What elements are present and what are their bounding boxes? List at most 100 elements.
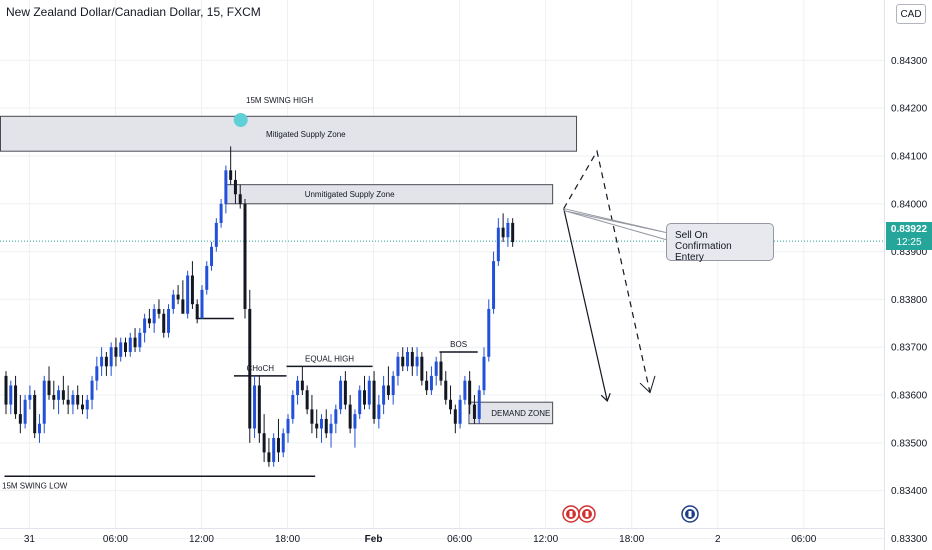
candle-body: [200, 289, 204, 319]
candle-body: [324, 418, 328, 434]
candle: [71, 390, 75, 415]
candle-body: [210, 246, 214, 266]
y-tick-label: 0.84200: [891, 104, 928, 115]
candle: [4, 371, 8, 415]
candle: [18, 395, 22, 434]
candle-body: [291, 395, 295, 419]
candle-body: [348, 404, 352, 429]
candle-body: [501, 227, 505, 238]
candle-body: [9, 385, 13, 405]
candle: [47, 366, 51, 400]
candle: [463, 375, 467, 405]
candle-body: [243, 203, 247, 309]
candle-body: [52, 395, 56, 400]
candle-body: [190, 275, 194, 305]
y-tick-label: 0.83600: [891, 391, 928, 402]
candle-body: [296, 380, 300, 396]
price-axis[interactable]: 0.84300 0.84200 0.84100 0.84000 0.83900 0.838…: [884, 0, 928, 550]
candle: [358, 385, 362, 419]
current-price-tag: 0.83922 12:25: [886, 222, 932, 250]
candle-body: [119, 342, 123, 357]
y-tick-label: 0.83700: [891, 343, 928, 354]
direct-sell-arrow: [563, 208, 607, 400]
zones-layer: Mitigated Supply Zone Unmitigated Supply …: [0, 115, 578, 425]
candle-body: [224, 170, 228, 204]
candle: [57, 385, 61, 415]
candle-body: [167, 308, 171, 333]
candle: [315, 409, 319, 439]
candles-layer: [4, 146, 515, 467]
candle-body: [14, 385, 18, 415]
candle-body: [133, 337, 137, 348]
candle-body: [18, 414, 22, 424]
candle: [257, 375, 261, 443]
currency-badge[interactable]: CAD: [896, 4, 926, 24]
candle: [468, 371, 472, 415]
candle: [157, 299, 161, 319]
y-tick-label: 0.84300: [891, 56, 928, 67]
candle-body: [506, 222, 510, 238]
candle: [296, 375, 300, 405]
candle: [104, 351, 108, 376]
candle: [329, 414, 333, 448]
candle: [396, 351, 400, 386]
candle: [248, 289, 252, 443]
candle-body: [138, 332, 142, 348]
candle: [334, 404, 338, 434]
candle: [171, 289, 175, 314]
candle: [439, 351, 443, 386]
candle: [138, 328, 142, 352]
candle-body: [61, 390, 65, 400]
y-tick-label: 0.83900: [891, 247, 928, 258]
candle-body: [487, 308, 491, 357]
candle-body: [439, 361, 443, 381]
economic-events[interactable]: [562, 505, 699, 523]
projection-arrows: [563, 149, 667, 400]
candle: [229, 146, 233, 185]
candle: [324, 409, 328, 439]
time-axis[interactable]: 31 06:00 12:00 18:00 Feb 06:00 12:00 18:00 2 06:0…: [0, 528, 884, 546]
candle: [85, 395, 89, 419]
candle: [238, 184, 242, 209]
x-tick-label: 18:00: [619, 534, 644, 545]
candle: [291, 390, 295, 424]
candle-body: [42, 380, 46, 424]
candle: [100, 347, 104, 376]
candle: [319, 414, 323, 443]
candle-countdown: 12:25: [896, 237, 922, 248]
candle-body: [472, 404, 476, 419]
structure-label: BOS: [450, 340, 467, 349]
candle-body: [47, 380, 51, 396]
candle-body: [143, 318, 147, 333]
candle-body: [429, 375, 433, 391]
y-tick-label: 0.84100: [891, 151, 928, 162]
candle: [367, 375, 371, 410]
candle: [167, 304, 171, 338]
candle: [458, 395, 462, 429]
candle: [190, 261, 194, 309]
candle: [501, 213, 505, 243]
candle: [214, 218, 218, 252]
candle: [472, 395, 476, 424]
candle: [348, 395, 352, 434]
candle-body: [358, 390, 362, 415]
candle-body: [253, 385, 257, 429]
candle-body: [248, 308, 252, 429]
candle-body: [233, 179, 237, 195]
candle: [496, 218, 500, 266]
swing-high-marker: [233, 113, 248, 127]
candle-body: [281, 433, 285, 453]
candle-body: [420, 356, 424, 381]
candle-body: [463, 380, 467, 400]
candle: [109, 342, 113, 376]
y-tick-label: 0.83400: [891, 486, 928, 497]
candle-body: [238, 194, 242, 204]
candle-body: [267, 452, 271, 462]
candle: [281, 428, 285, 458]
candle-body: [444, 380, 448, 400]
retest-arrow-head: [639, 375, 656, 394]
sell-confirmation-callout[interactable]: Sell On Confirmation Entery: [666, 223, 774, 263]
candle-body: [219, 203, 223, 223]
candle: [305, 385, 309, 415]
